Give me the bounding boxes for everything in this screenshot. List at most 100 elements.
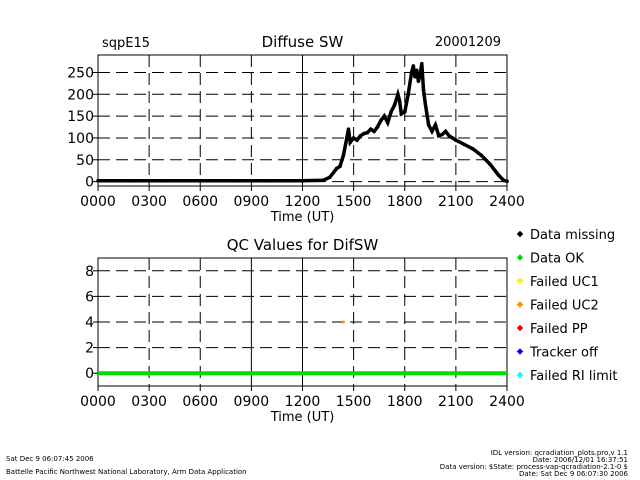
chart1-data-point — [496, 173, 501, 177]
chart1-data-point — [471, 147, 475, 151]
chart1-title: Diffuse SW — [262, 33, 344, 51]
chart1-data-point — [358, 134, 363, 138]
footer-organization: Battelle Pacific Northwest National Labo… — [6, 468, 247, 476]
chart1-data-point — [382, 114, 387, 118]
chart1-data-point — [505, 179, 509, 183]
legend-marker-2 — [516, 277, 524, 285]
legend-label-failed-uc2: Failed UC2 — [530, 299, 599, 314]
chart1-data-point — [362, 131, 366, 136]
chart2-xtick-label: 1200 — [285, 394, 321, 410]
chart1-data-point — [420, 61, 424, 66]
chart1-data-point — [416, 79, 421, 83]
chart1-data-point — [368, 127, 373, 131]
chart1-series-diffuse-sw — [96, 61, 509, 183]
chart1-xtick-label: 1500 — [336, 194, 372, 210]
chart1-data-point — [403, 110, 407, 114]
chart1-data-point — [426, 123, 431, 127]
chart1-ytick-label: 50 — [76, 153, 94, 169]
legend-label-tracker-off: Tracker off — [529, 346, 599, 361]
chart1-ytick-label: 150 — [67, 109, 94, 125]
chart1-data-point — [372, 129, 376, 134]
chart1-data-point — [365, 130, 370, 135]
chart1-data-point — [346, 127, 351, 131]
chart2-xtick-label: 0600 — [182, 394, 218, 410]
chart1-ytick-label: 100 — [67, 131, 94, 147]
chart1-xtick-label: 0300 — [131, 194, 167, 210]
chart1-data-point — [501, 178, 506, 183]
chart1-data-point — [198, 179, 203, 183]
chart1-data-point — [421, 88, 426, 92]
chart2-xtick-label: 2100 — [438, 394, 474, 410]
footer-timestamp: Sat Dec 9 06:07:45 2006 — [6, 455, 94, 463]
chart1-xtick-label: 0000 — [80, 194, 116, 210]
chart2-xtick-label: 0300 — [131, 394, 167, 410]
chart2-ytick-label: 0 — [85, 366, 94, 382]
chart1-series-line — [98, 63, 508, 183]
chart1-data-point — [430, 129, 434, 134]
chart1-data-point — [385, 120, 390, 125]
chart1-xtick-label: 2100 — [438, 194, 474, 210]
chart1-date-label: 20001209 — [435, 35, 501, 50]
chart1-data-point — [433, 123, 438, 127]
chart2-ytick-label: 4 — [85, 315, 94, 331]
chart1-data-point — [443, 129, 448, 134]
chart2-xtick-label: 2400 — [489, 394, 525, 410]
legend-label-failed-ri-limit: Failed RI limit — [530, 369, 617, 384]
chart1-data-point — [423, 101, 428, 105]
chart2-xaxis-label: Time (UT) — [270, 410, 335, 425]
chart1-data-point — [338, 164, 342, 169]
chart1-data-point — [341, 153, 346, 158]
chart1-data-point — [232, 179, 237, 183]
chart1-ytick-label: 200 — [67, 87, 94, 103]
chart1-data-point — [411, 64, 416, 68]
chart1-data-point — [414, 68, 419, 73]
chart1-xtick-label: 1800 — [387, 194, 423, 210]
chart1-data-point — [375, 125, 380, 129]
chart1-data-point — [351, 136, 356, 140]
chart1-data-point — [479, 153, 484, 158]
chart2-ytick-label: 6 — [85, 289, 94, 305]
chart2-xtick-label: 0000 — [80, 394, 116, 410]
chart1-site-label: sqpE15 — [102, 36, 150, 51]
chart1-data-point — [300, 179, 305, 183]
legend-label-failed-pp: Failed PP — [530, 322, 588, 337]
chart2-xtick-label: 1800 — [387, 394, 423, 410]
chart1-data-point — [454, 138, 458, 142]
chart1-data-point — [397, 99, 402, 103]
legend-marker-3 — [516, 301, 524, 308]
chart1-data-point — [266, 179, 271, 183]
chart2-ytick-label: 2 — [85, 341, 94, 357]
chart1-data-point — [130, 179, 134, 183]
chart1-data-point — [447, 134, 451, 138]
chart1-xtick-label: 2400 — [489, 194, 525, 210]
chart1-data-point — [399, 112, 404, 116]
chart1-xaxis-label: Time (UT) — [270, 210, 335, 225]
chart1-data-point — [379, 118, 383, 123]
chart1-xtick-label: 0600 — [182, 194, 218, 210]
chart1-xtick-label: 0900 — [234, 194, 270, 210]
chart1-data-point — [396, 92, 400, 97]
chart1-data-point — [96, 179, 100, 183]
chart1-xtick-label: 1200 — [285, 194, 321, 210]
chart1-ytick-label: 250 — [67, 65, 94, 81]
chart2-ytick-label: 8 — [85, 264, 94, 280]
chart2-xtick-label: 1500 — [336, 394, 372, 410]
chart1-data-point — [334, 166, 339, 171]
chart1-data-point — [418, 72, 422, 77]
legend-marker-4 — [516, 324, 524, 332]
legend-marker-5 — [516, 348, 524, 355]
chart2-xtick-label: 0900 — [234, 394, 270, 410]
legend-marker-0 — [516, 230, 524, 238]
legend-marker-6 — [516, 371, 524, 379]
legend-label-failed-uc1: Failed UC1 — [530, 275, 599, 290]
chart1-data-point — [437, 134, 441, 138]
legend-marker-1 — [516, 254, 524, 261]
footer-data-version: Data version: $State: process-vap-qcradi… — [439, 463, 628, 471]
chart1-data-point — [328, 175, 332, 180]
chart1-data-point — [321, 178, 325, 183]
chart1-data-point — [345, 136, 349, 140]
chart1-data-point — [488, 162, 492, 166]
footer-idl-date: Date: 2006/12/01 16:37:51 — [532, 456, 628, 464]
chart1-data-point — [355, 138, 359, 142]
